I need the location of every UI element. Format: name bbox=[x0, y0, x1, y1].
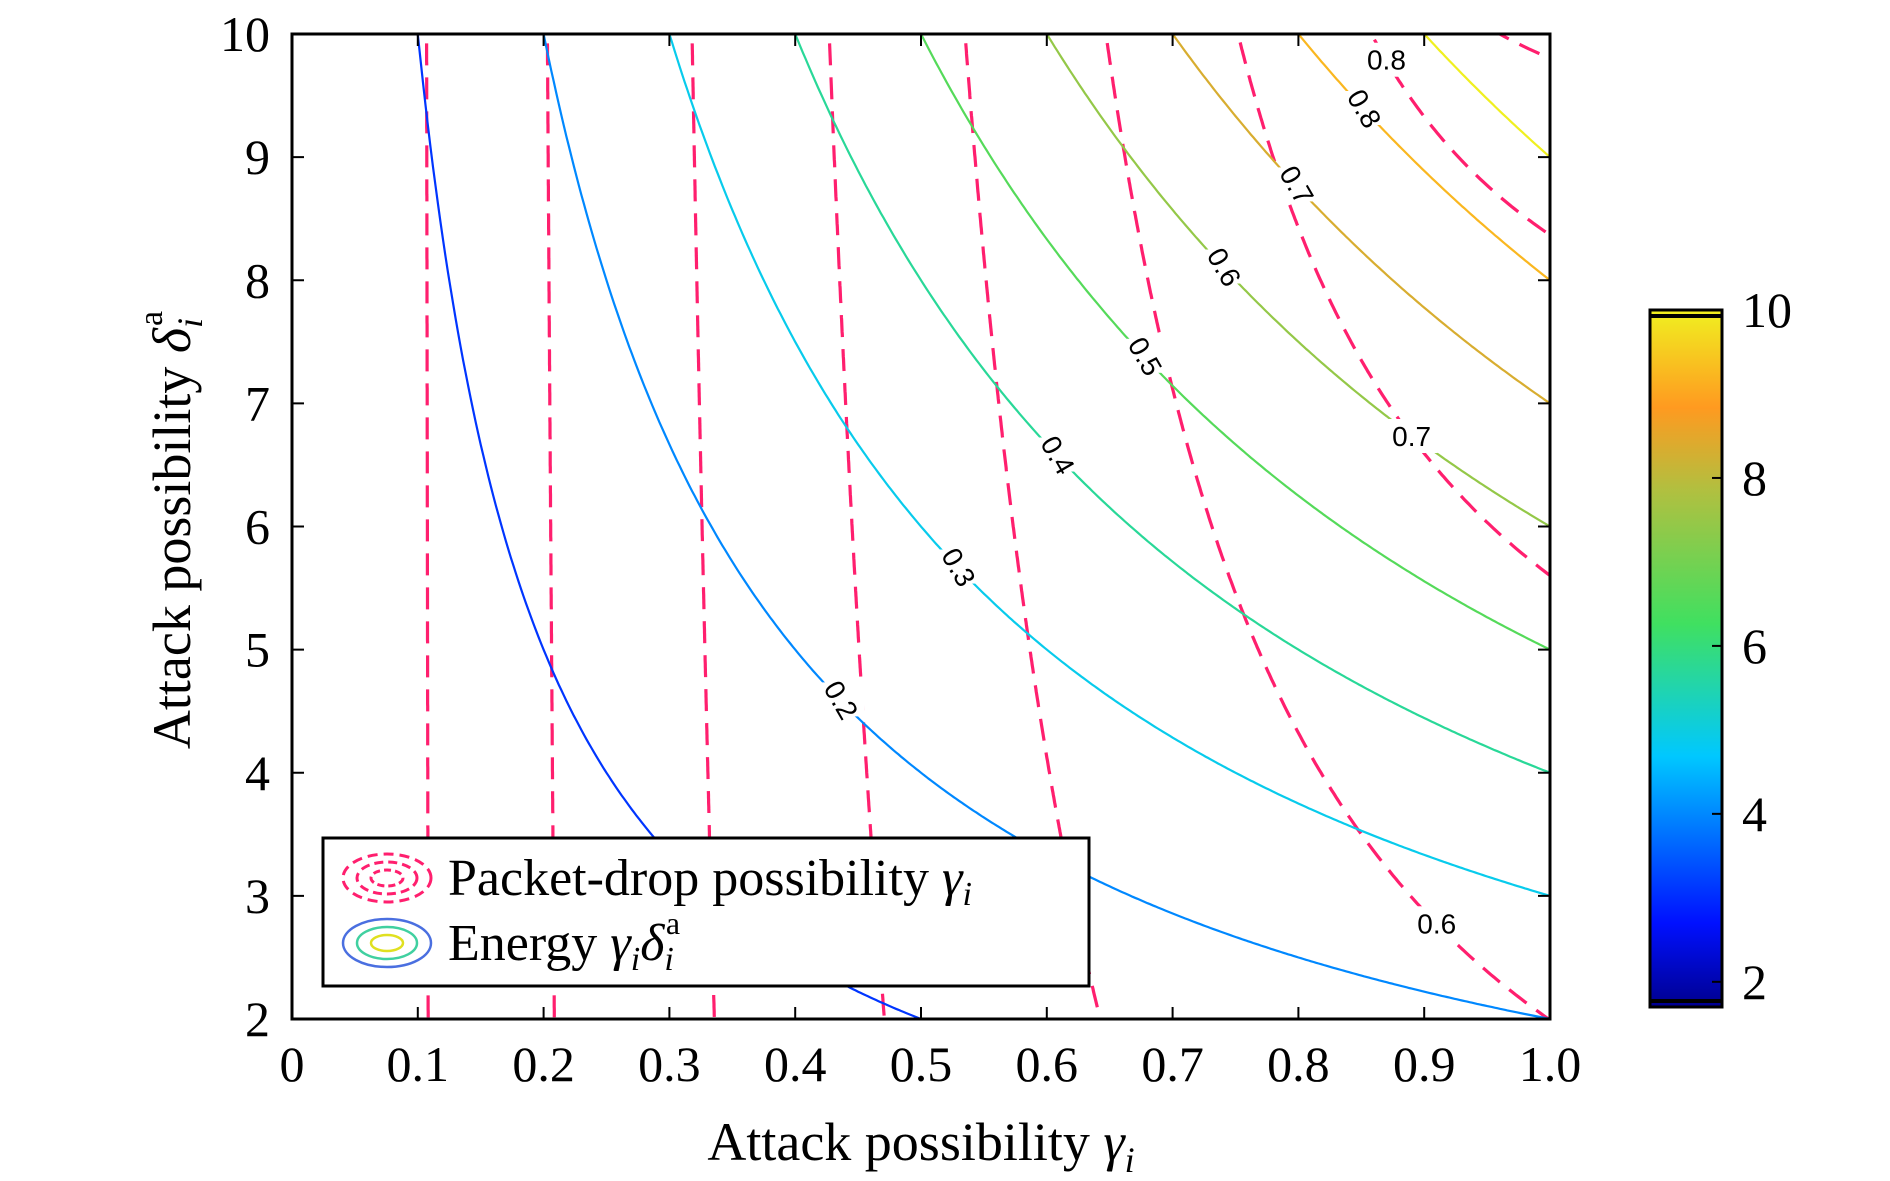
x-tick-label: 0.4 bbox=[764, 1036, 827, 1092]
y-ticks: 2 3 4 5 6 7 8 9 10 bbox=[220, 6, 1550, 1047]
energy-label-bg bbox=[1033, 437, 1082, 472]
plot-frame bbox=[290, 32, 1552, 1021]
x-tick-label: 0.8 bbox=[1267, 1036, 1330, 1092]
y-tick-label: 3 bbox=[245, 868, 270, 924]
x-tick-label: 0.9 bbox=[1393, 1036, 1456, 1092]
energy-label-bg bbox=[816, 682, 865, 717]
packet-drop-contour-line bbox=[1236, 34, 1550, 578]
energy-contour-line bbox=[919, 34, 1550, 651]
energy-label-bg bbox=[1339, 90, 1388, 125]
legend-dashed-icon bbox=[341, 852, 433, 904]
packet-drop-contours bbox=[425, 34, 1550, 1019]
x-tick-label: 0.1 bbox=[387, 1036, 450, 1092]
y-tick-label: 10 bbox=[220, 6, 270, 62]
colorbar-frame bbox=[1648, 308, 1724, 1009]
colorbar: 2 4 6 8 10 bbox=[1648, 282, 1792, 1010]
x-tick-label: 0.5 bbox=[890, 1036, 953, 1092]
y-tick-label: 8 bbox=[245, 252, 270, 308]
packet-drop-label-bg bbox=[1410, 906, 1463, 941]
y-tick-label: 5 bbox=[245, 622, 270, 678]
y-axis-title: Attack possibility δia bbox=[133, 311, 210, 749]
energy-label-bg bbox=[1120, 338, 1169, 373]
y-tick-label: 6 bbox=[245, 499, 270, 555]
x-tick-label: 0.3 bbox=[638, 1036, 701, 1092]
packet-drop-contour-label: 0.7 bbox=[1392, 421, 1431, 452]
y-tick-label: 7 bbox=[245, 375, 270, 431]
x-tick-label: 0.2 bbox=[512, 1036, 575, 1092]
colorbar-tick-label: 6 bbox=[1742, 618, 1767, 674]
energy-contour-line bbox=[1422, 34, 1550, 159]
colorbar-tick-label: 2 bbox=[1742, 954, 1767, 1010]
energy-contour-line bbox=[1045, 34, 1550, 528]
x-tick-label: 0.6 bbox=[1016, 1036, 1079, 1092]
colorbar-tick-label: 10 bbox=[1742, 282, 1792, 338]
packet-drop-contour-label: 0.6 bbox=[1417, 908, 1456, 939]
y-tick-label: 2 bbox=[245, 991, 270, 1047]
energy-label-bg bbox=[934, 549, 983, 584]
legend-label-energy: Energy γiδia bbox=[448, 905, 680, 978]
legend-label-packet-drop: Packet-drop possibility γi bbox=[448, 850, 972, 913]
energy-contour-line bbox=[794, 34, 1550, 774]
colorbar-tick-label: 8 bbox=[1742, 450, 1767, 506]
energy-label-bg bbox=[1199, 249, 1248, 284]
packet-drop-label-bg bbox=[1385, 418, 1438, 453]
legend-solid-icon bbox=[341, 917, 433, 969]
packet-drop-contour-line bbox=[1496, 34, 1550, 60]
y-tick-label: 9 bbox=[245, 129, 270, 185]
energy-label-bg bbox=[1272, 167, 1321, 202]
legend-box bbox=[321, 836, 1091, 988]
x-ticks: 0 0.1 0.2 0.3 0.4 0.5 0.6 0.7 0.8 0.9 1.0 bbox=[280, 34, 1582, 1092]
x-tick-label: 0.7 bbox=[1141, 1036, 1204, 1092]
x-axis-title: Attack possibility γi bbox=[707, 1112, 1134, 1180]
legend: Packet-drop possibility γi Energy γiδia bbox=[321, 836, 1091, 988]
y-tick-label: 4 bbox=[245, 745, 270, 801]
x-tick-label: 1.0 bbox=[1519, 1036, 1582, 1092]
energy-contour-line bbox=[1296, 34, 1550, 282]
packet-drop-contour-line bbox=[1104, 34, 1550, 1019]
colorbar-tick-label: 4 bbox=[1742, 786, 1767, 842]
packet-drop-contour-label: 0.8 bbox=[1367, 45, 1406, 76]
energy-contour-line bbox=[1171, 34, 1550, 405]
energy-contour-line bbox=[668, 34, 1550, 898]
packet-drop-label-bg bbox=[1360, 42, 1413, 77]
x-tick-label: 0 bbox=[280, 1036, 305, 1092]
colorbar-ticks: 2 4 6 8 10 bbox=[1712, 282, 1792, 1010]
colorbar-gradient bbox=[1650, 310, 1722, 1007]
